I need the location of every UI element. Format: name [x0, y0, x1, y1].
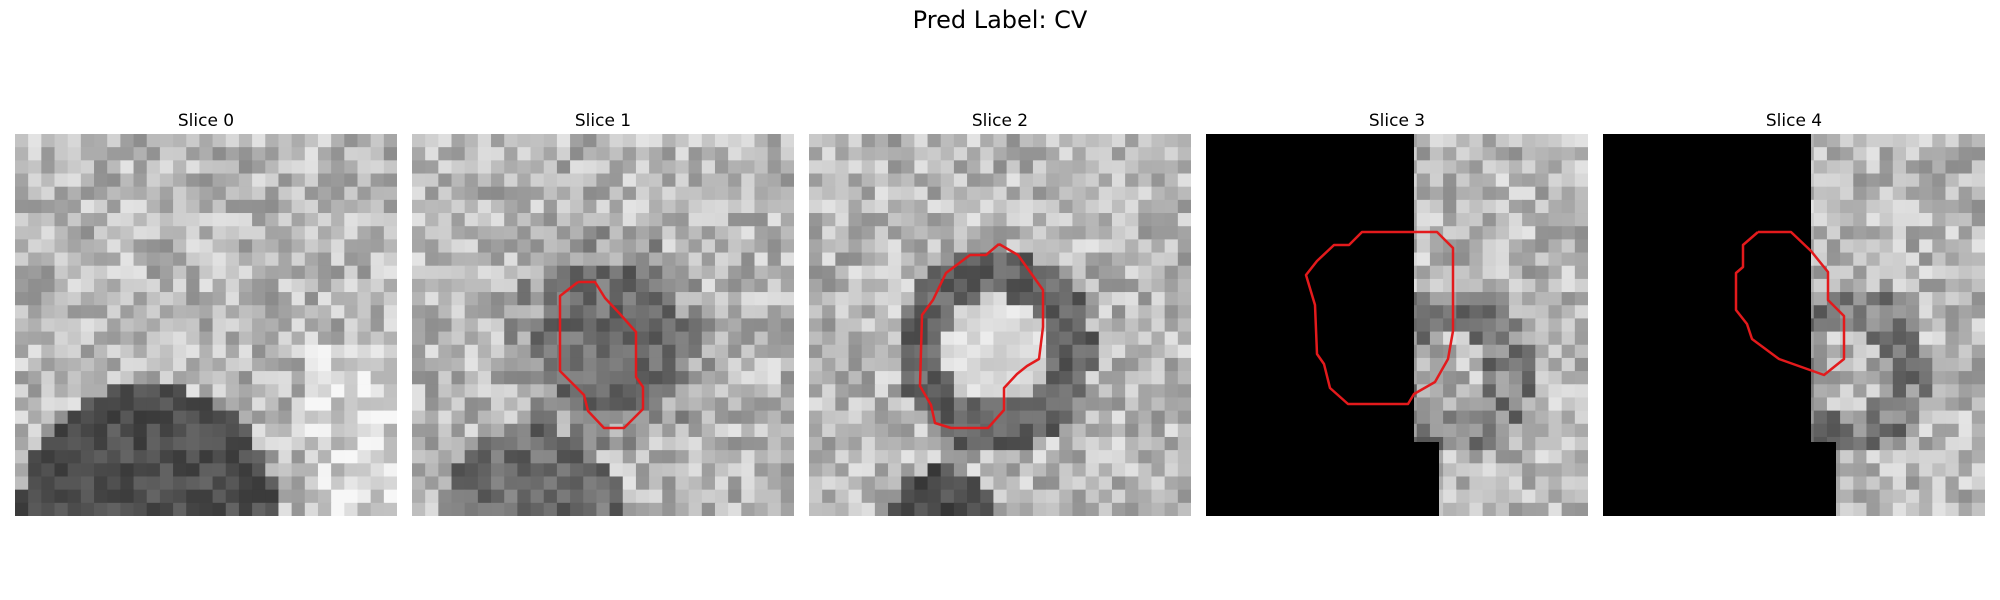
slice-image [412, 134, 794, 516]
pixel-grid [15, 134, 397, 516]
slice-image [809, 134, 1191, 516]
prediction-contour [1734, 230, 1846, 377]
prediction-contour [558, 280, 645, 430]
slice-title: Slice 4 [1765, 111, 1823, 131]
slice-panel-4: Slice 4 [1603, 108, 1985, 516]
slice-title: Slice 2 [971, 111, 1029, 131]
prediction-contour [918, 242, 1045, 430]
slice-1-svg [412, 134, 794, 516]
slice-title: Slice 1 [574, 111, 632, 131]
slice-image [15, 134, 397, 516]
black-mask-region [1603, 134, 1836, 516]
slice-image [1206, 134, 1588, 516]
slice-4-svg [1603, 134, 1985, 516]
slice-3-svg [1206, 134, 1588, 516]
slice-title: Slice 0 [177, 111, 235, 131]
figure-title: Pred Label: CV [912, 6, 1088, 34]
slice-panel-0: Slice 0 [15, 108, 397, 516]
slice-title: Slice 3 [1368, 111, 1426, 131]
slice-0-svg [15, 134, 397, 516]
prediction-contour [1304, 230, 1455, 406]
slice-2-svg [809, 134, 1191, 516]
pixel-grid [809, 134, 1191, 516]
slice-panel-2: Slice 2 [809, 108, 1191, 516]
pixel-grid [412, 134, 794, 516]
slice-image [1603, 134, 1985, 516]
black-mask-region [1206, 134, 1439, 516]
slice-panel-1: Slice 1 [412, 108, 794, 516]
slice-panel-3: Slice 3 [1206, 108, 1588, 516]
